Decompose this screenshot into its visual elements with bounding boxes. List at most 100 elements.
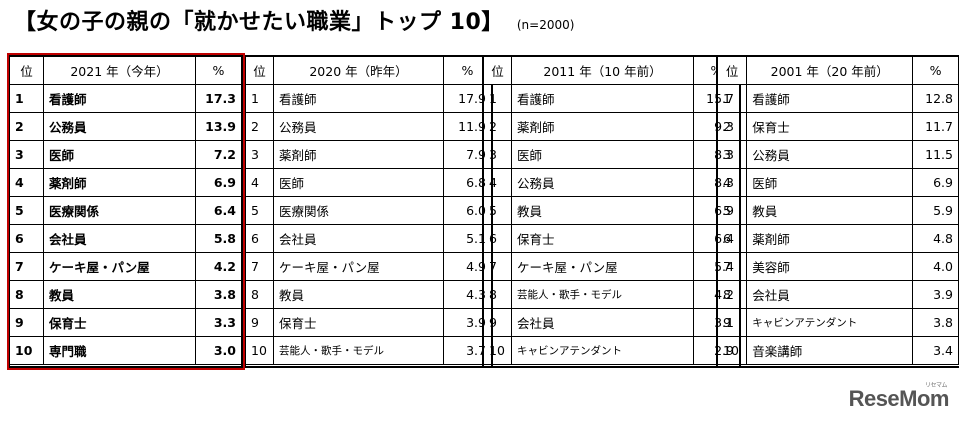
occupation-cell: 芸能人・歌手・モデル [511,280,694,309]
occupation-cell: 美容師 [746,252,914,281]
rank-cell: 2 [245,112,274,141]
rank-cell: 6 [245,224,274,253]
table-row: 3 医師 8.3 [483,140,740,169]
rank-cell: 6 [483,224,512,253]
table-row: 5 医療関係 6.4 [9,196,242,225]
ranking-table-2020: 位 2020 年（昨年）% 1 看護師 17.9 2 公務員 11.9 3 薬剤師 7.9 4 医師 6.… [245,56,492,365]
occupation-cell: 教員 [43,280,196,309]
table-row: 9 保育士 3.3 [9,308,242,337]
rank-cell: 8 [483,280,512,309]
percent-cell: 4.2 [195,252,242,281]
year-header: 2021 年（今年） [43,56,196,85]
table-row: 2 公務員 11.9 [245,112,492,141]
table-row: 4 公務員 8.3 [483,168,740,197]
table-row: 3 薬剤師 7.9 [245,140,492,169]
rank-cell: 3 [245,140,274,169]
table-row: 9 会社員 3.1 [483,308,740,337]
percent-cell: 3.3 [195,308,242,337]
rank-cell: 1 [9,84,44,113]
occupation-cell: 薬剤師 [43,168,196,197]
percent-cell: 3.9 [912,280,959,309]
table-row: 4 医師 6.9 [716,168,959,197]
ranking-table-2001: 位 2001 年（20 年前）% 1 看護師 12.8 2 保育士 11.7 3 公務員 11.5 4… [716,56,959,365]
occupation-cell: 公務員 [746,140,914,169]
rank-cell: 5 [483,196,512,225]
occupation-cell: 保育士 [273,308,444,337]
occupation-cell: 会社員 [273,224,444,253]
percent-cell: 5.8 [195,224,242,253]
table-row: 7 ケーキ屋・パン屋 4.9 [245,252,492,281]
percent-cell: 3.0 [195,336,242,365]
percent-cell: 3.8 [195,280,242,309]
percent-cell: 13.9 [195,112,242,141]
rank-cell: 5 [716,196,748,225]
rank-cell: 10 [716,336,748,365]
occupation-cell: 医師 [273,168,444,197]
table-row: 7 ケーキ屋・パン屋 5.4 [483,252,740,281]
rank-cell: 4 [483,168,512,197]
occupation-cell: 会社員 [43,224,196,253]
rank-cell: 4 [245,168,274,197]
table-row: 2 公務員 13.9 [9,112,242,141]
table-row: 5 医療関係 6.0 [245,196,492,225]
percent-header: % [912,56,959,85]
table-row: 9 キャビンアテンダント 3.8 [716,308,959,337]
year-header: 2001 年（20 年前） [746,56,914,85]
rank-cell: 9 [483,308,512,337]
occupation-cell: 医療関係 [43,196,196,225]
rank-cell: 1 [716,84,748,113]
occupation-cell: 芸能人・歌手・モデル [273,336,444,365]
occupation-cell: 公務員 [43,112,196,141]
table-row: 2 保育士 11.7 [716,112,959,141]
table-row: 4 医師 6.8 [245,168,492,197]
table-row: 8 教員 3.8 [9,280,242,309]
rank-cell: 6 [9,224,44,253]
rank-cell: 9 [716,308,748,337]
rank-header: 位 [9,56,44,85]
ranking-table-2021: 位 2021 年（今年）% 1 看護師 17.3 2 公務員 13.9 3 医師 7.2 4 薬剤師 6.… [9,56,242,365]
sample-size-note: (n=2000) [516,18,575,32]
occupation-cell: 保育士 [511,224,694,253]
occupation-cell: 公務員 [511,168,694,197]
rank-cell: 2 [483,112,512,141]
table-row: 6 会社員 5.8 [9,224,242,253]
rank-cell: 8 [716,280,748,309]
occupation-cell: キャビンアテンダント [746,308,914,337]
occupation-cell: 保育士 [43,308,196,337]
occupation-cell: 薬剤師 [746,224,914,253]
occupation-cell: 公務員 [273,112,444,141]
rank-header: 位 [483,56,512,85]
table-header: 位 2021 年（今年）% [9,56,242,85]
table-row: 7 ケーキ屋・パン屋 4.2 [9,252,242,281]
occupation-cell: 専門職 [43,336,196,365]
rank-cell: 8 [245,280,274,309]
occupation-cell: 教員 [273,280,444,309]
occupation-cell: 教員 [746,196,914,225]
rank-cell: 10 [483,336,512,365]
table-row: 3 医師 7.2 [9,140,242,169]
resemom-logo: ReseMom リセマム [848,383,950,411]
table-header: 位 2020 年（昨年）% [245,56,492,85]
occupation-cell: 看護師 [43,84,196,113]
occupation-cell: 医師 [43,140,196,169]
table-row: 8 教員 4.3 [245,280,492,309]
rank-cell: 9 [245,308,274,337]
rank-cell: 2 [716,112,748,141]
rank-cell: 5 [245,196,274,225]
percent-cell: 4.3 [443,280,492,309]
rank-cell: 3 [483,140,512,169]
occupation-cell: 医師 [746,168,914,197]
occupation-cell: 会社員 [746,280,914,309]
occupation-cell: 看護師 [746,84,914,113]
rank-cell: 8 [9,280,44,309]
occupation-cell: 会社員 [511,308,694,337]
year-header: 2020 年（昨年） [273,56,444,85]
rank-cell: 9 [9,308,44,337]
table-row: 7 美容師 4.0 [716,252,959,281]
rank-cell: 3 [9,140,44,169]
rank-cell: 5 [9,196,44,225]
rank-cell: 6 [716,224,748,253]
table-row: 6 会社員 5.1 [245,224,492,253]
page-title: 【女の子の親の「就かせたい職業」トップ 10】 (n=2000) [14,4,574,38]
rank-cell: 1 [245,84,274,113]
